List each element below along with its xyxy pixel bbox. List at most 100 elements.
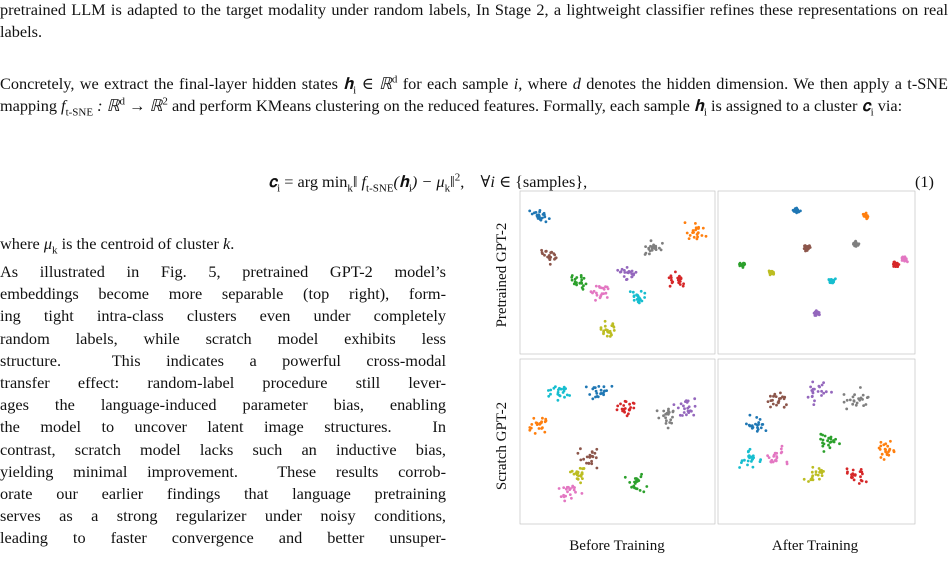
scatter-dot [750, 455, 753, 459]
scatter-dot [846, 470, 849, 474]
scatter-dot [556, 398, 560, 402]
math-run: d [119, 95, 126, 108]
scatter-dot [858, 470, 862, 473]
scatter-dot [644, 245, 647, 248]
scatter-dot [634, 487, 638, 490]
scatter-dot [618, 270, 622, 274]
scatter-dot [580, 278, 584, 282]
scatter-dot [534, 211, 538, 214]
scatter-dot [884, 450, 887, 454]
scatter-dot [549, 388, 553, 392]
scatter-dot [692, 413, 696, 417]
scatter-dot [630, 485, 633, 489]
scatter-dot [746, 463, 749, 467]
scatter-dot [810, 395, 814, 398]
math-run: μ [43, 234, 53, 253]
scatter-dot [537, 427, 541, 430]
scatter-dot [636, 478, 640, 481]
text-run: via: [873, 96, 903, 115]
scatter-dot [632, 294, 636, 298]
scatter-dot [604, 291, 608, 295]
scatter-dot [671, 415, 674, 419]
math-run: 𝐜 [861, 96, 871, 115]
scatter-dot [648, 252, 651, 256]
scatter-dot [588, 455, 592, 459]
scatter-dot [554, 256, 558, 260]
scatter-dot [864, 403, 868, 406]
scatter-dot [828, 436, 832, 440]
scatter-dot [628, 408, 632, 411]
scatter-dot [561, 391, 565, 394]
scatter-dot [827, 443, 830, 447]
scatter-dot [779, 447, 783, 451]
scatter-dot [570, 496, 573, 500]
scatter-dot [590, 450, 594, 453]
scatter-dot [594, 395, 597, 399]
scatter-dot [599, 328, 603, 331]
scatter-dot [532, 416, 536, 420]
scatter-dot [678, 274, 681, 278]
paragraph: As illustrated in Fig. 5, pretrained GPT… [0, 261, 446, 549]
scatter-dot [594, 456, 598, 460]
math-run: i [490, 172, 495, 191]
scatter-dot [856, 243, 860, 247]
scatter-dot [566, 490, 569, 494]
scatter-dot [662, 414, 665, 418]
scatter-dot [579, 458, 583, 462]
scatter-dot [584, 385, 588, 389]
scatter-dot [668, 284, 672, 288]
scatter-dot [853, 241, 857, 245]
scatter-dot [644, 251, 648, 255]
scatter-dot [887, 453, 891, 457]
math-run: i [870, 106, 874, 119]
scatter-dot [771, 460, 775, 464]
scatter-dot [557, 487, 561, 490]
scatter-dot [549, 255, 553, 259]
scatter-dot [662, 409, 666, 413]
scatter-dot [547, 217, 551, 220]
paragraph: Concretely, we extract the final-layer h… [0, 73, 948, 119]
scatter-dot [682, 282, 685, 286]
scatter-dot [647, 247, 651, 251]
scatter-dot [543, 215, 547, 219]
scatter-dot [853, 474, 857, 477]
scatter-dot [818, 477, 821, 481]
scatter-dot [606, 328, 609, 332]
equation: 𝐜i = arg mink‖ ft-SNE(𝐡i) − μk‖2, ∀i ∈ {… [268, 171, 768, 194]
scatter-dot [859, 386, 862, 389]
scatter-dot [627, 271, 630, 274]
scatter-dot [781, 395, 784, 399]
scatter-dot [859, 468, 863, 471]
scatter-dot [605, 389, 608, 392]
scatter-dot [635, 293, 638, 297]
text-line: embeddings become more separable (top ri… [0, 284, 446, 304]
scatter-dot [808, 246, 812, 249]
scatter-dot [695, 233, 699, 236]
scatter-dot [752, 456, 755, 460]
scatter-dot [851, 395, 855, 399]
scatter-dot [679, 402, 683, 406]
scatter-dot [634, 270, 638, 274]
scatter-dot [589, 290, 593, 294]
scatter-dot [649, 239, 653, 243]
scatter-dot [817, 467, 821, 470]
scatter-dot [865, 396, 869, 399]
scatter-dot [573, 277, 577, 281]
scatter-dot [819, 437, 822, 441]
scatter-dot [664, 422, 668, 425]
scatter-dot [528, 209, 532, 213]
text-run: = arg min [280, 172, 348, 191]
scatter-dot [610, 384, 614, 388]
scatter-dot [859, 478, 863, 482]
text-run: where [0, 234, 44, 253]
scatter-dot [623, 475, 627, 479]
scatter-dot [852, 478, 856, 482]
text-run: pretrained LLM is adapted to the target … [0, 0, 948, 41]
scatter-dot [819, 432, 823, 436]
scatter-dot [562, 486, 566, 489]
scatter-dot [900, 257, 904, 260]
scatter-dot [830, 390, 833, 394]
text-run: is assigned to a cluster [706, 96, 862, 115]
text-run: . [230, 234, 235, 253]
scatter-dot [690, 409, 693, 413]
